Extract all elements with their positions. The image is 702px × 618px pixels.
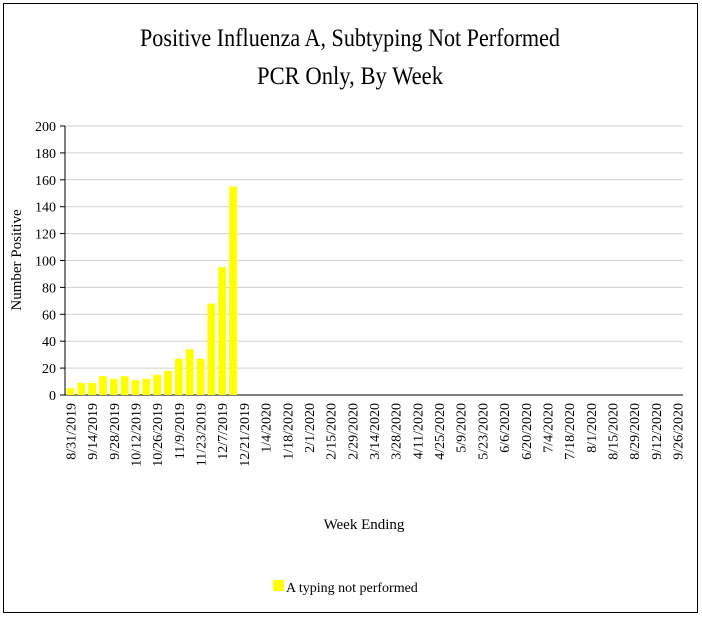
x-tick-label: 9/28/2019 [108, 403, 123, 460]
y-tick-label: 140 [35, 201, 56, 216]
x-tick-label: 11/9/2019 [173, 403, 188, 459]
bar [218, 267, 227, 395]
x-tick-label: 9/14/2019 [86, 403, 101, 460]
x-axis-label: Week Ending [324, 517, 405, 533]
y-tick-label: 80 [42, 281, 56, 296]
x-tick-label: 8/29/2020 [628, 403, 643, 460]
x-tick-label: 11/23/2019 [195, 403, 210, 466]
y-tick-label: 40 [42, 335, 56, 350]
x-tick-label: 2/15/2020 [325, 403, 340, 460]
y-tick-label: 120 [35, 228, 56, 243]
bar [174, 358, 183, 395]
x-tick-label: 5/23/2020 [476, 403, 491, 460]
x-tick-label: 6/20/2020 [520, 403, 535, 460]
bar [109, 378, 118, 395]
bar [131, 380, 140, 395]
x-tick-label: 4/11/2020 [411, 403, 426, 459]
x-tick-label: 6/6/2020 [498, 403, 513, 453]
x-tick-label: 9/26/2020 [672, 403, 687, 460]
x-tick-label: 1/4/2020 [260, 403, 275, 453]
x-tick-label: 7/4/2020 [541, 403, 556, 453]
x-tick-label: 10/12/2019 [129, 403, 144, 467]
x-tick-label: 8/15/2020 [607, 403, 622, 460]
bar [185, 349, 194, 395]
legend-label: A typing not performed [286, 581, 418, 596]
x-tick-label: 8/31/2019 [64, 403, 79, 460]
x-tick-label: 2/1/2020 [303, 403, 318, 453]
bar [196, 358, 205, 395]
bar [207, 303, 216, 395]
y-tick-label: 200 [35, 120, 56, 135]
bar [77, 382, 86, 395]
x-tick-label: 3/28/2020 [390, 403, 405, 460]
chart-subtitle: PCR Only, By Week [257, 63, 443, 90]
bar [99, 376, 107, 395]
bar [120, 376, 129, 395]
y-axis-label: Number Positive [9, 209, 25, 311]
chart-title: Positive Influenza A, Subtyping Not Perf… [140, 25, 560, 52]
bar [88, 382, 97, 395]
y-tick-label: 100 [35, 255, 56, 270]
y-tick-label: 60 [42, 308, 56, 323]
x-tick-label: 8/1/2020 [585, 403, 600, 453]
legend-swatch [273, 580, 284, 591]
x-tick-label: 3/14/2020 [368, 403, 383, 460]
x-tick-label: 2/29/2020 [346, 403, 361, 460]
x-tick-label: 4/25/2020 [433, 403, 448, 460]
bar [153, 374, 162, 395]
bar [164, 370, 172, 395]
x-tick-label: 12/21/2019 [238, 403, 253, 467]
y-tick-label: 20 [42, 362, 56, 377]
bar [66, 388, 75, 395]
y-tick-label: 160 [35, 174, 56, 189]
x-tick-label: 12/7/2019 [216, 403, 231, 460]
x-tick-label: 7/18/2020 [563, 403, 578, 460]
x-tick-label: 5/9/2020 [455, 403, 470, 453]
bar [229, 186, 237, 395]
y-tick-label: 180 [35, 147, 56, 162]
x-tick-label: 10/26/2019 [151, 403, 166, 467]
y-tick-label: 0 [49, 389, 56, 404]
x-tick-label: 9/12/2020 [650, 403, 665, 460]
x-tick-label: 1/18/2020 [281, 403, 296, 460]
bar [142, 378, 151, 395]
chart-border [3, 3, 698, 613]
